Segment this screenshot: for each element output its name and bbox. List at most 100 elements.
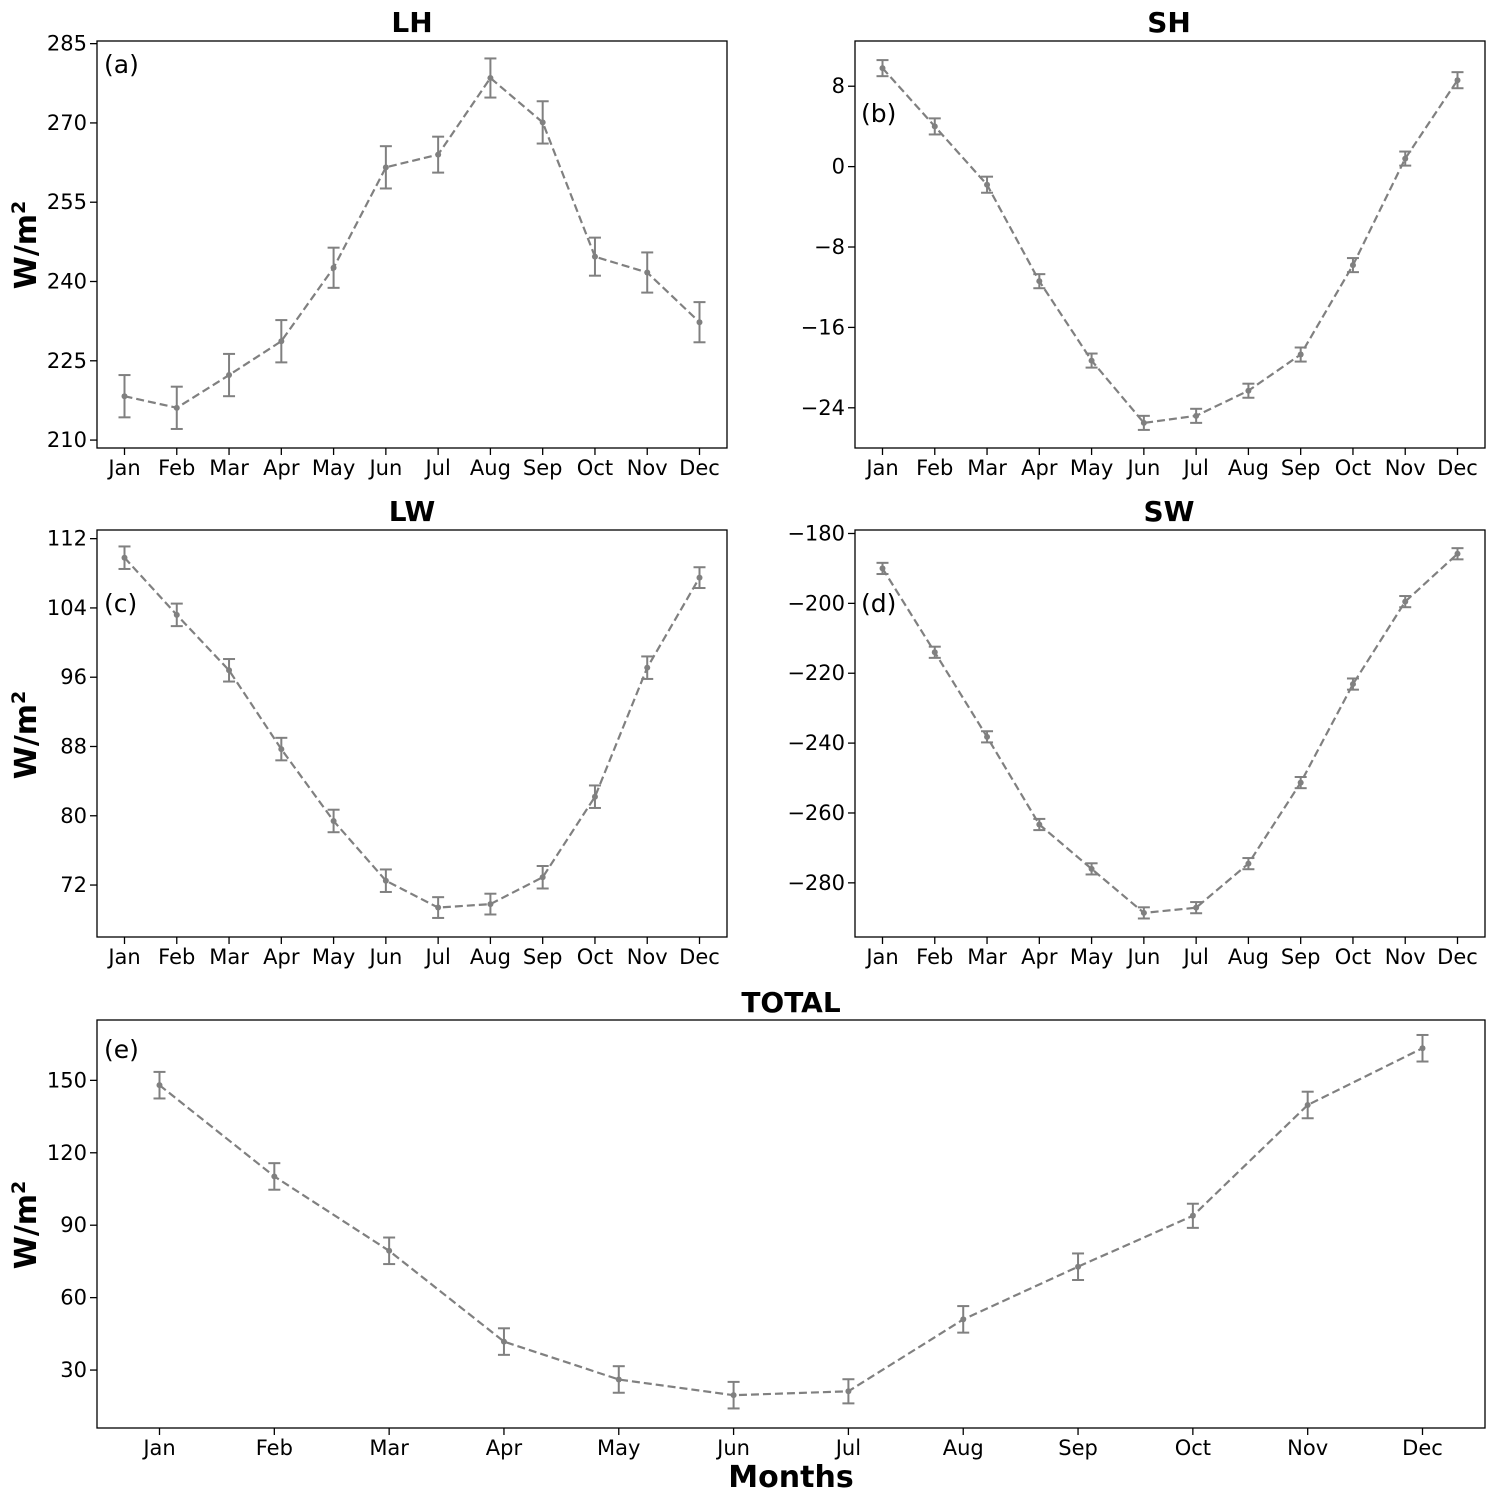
x-tick-label: Jun xyxy=(1125,456,1160,480)
x-tick-label: Feb xyxy=(158,945,195,969)
data-point xyxy=(500,1338,507,1345)
y-tick-label: −8 xyxy=(814,235,845,259)
panel-lw: LW (c) W/m2 72 80 88 96 104 112 Jan Feb Mar Apr Ma… xyxy=(8,495,728,969)
data-point xyxy=(1454,550,1461,557)
data-point xyxy=(278,338,285,345)
x-tick-label: Mar xyxy=(369,1436,409,1460)
x-tick-label: Feb xyxy=(158,456,195,480)
x-tick-label: Jan xyxy=(864,945,898,969)
y-tick-label: 90 xyxy=(60,1213,87,1237)
x-tick-label: Oct xyxy=(1335,456,1371,480)
data-point xyxy=(879,65,886,72)
data-point xyxy=(644,269,651,276)
y-axis-label-base: W/m xyxy=(9,214,44,289)
x-tick-label: Apr xyxy=(1021,945,1058,969)
x-tick-label: Sep xyxy=(523,456,563,480)
x-tick-label: Sep xyxy=(1281,945,1321,969)
data-point xyxy=(1075,1263,1082,1270)
x-tick-label: Oct xyxy=(577,456,613,480)
x-tick-label: Sep xyxy=(1058,1436,1098,1460)
x-tick-label: Jul xyxy=(834,1436,861,1460)
x-tick-label: Feb xyxy=(916,945,953,969)
x-tick-label: May xyxy=(1070,945,1113,969)
axes-frame-sw xyxy=(854,529,1486,938)
panel-label-d: (d) xyxy=(861,589,896,618)
x-axis-label-months: Months xyxy=(728,1460,853,1495)
y-tick-label: 225 xyxy=(47,349,87,373)
x-tick-label: Nov xyxy=(627,945,668,969)
data-point xyxy=(1419,1045,1426,1052)
x-tick-label: Oct xyxy=(1175,1436,1211,1460)
data-point xyxy=(1088,357,1095,364)
y-tick-label: −180 xyxy=(787,521,845,545)
x-tick-label: Nov xyxy=(1385,456,1426,480)
y-tick-label: 104 xyxy=(47,596,87,620)
x-tick-label: Sep xyxy=(1281,456,1321,480)
data-point xyxy=(1036,278,1043,285)
y-tick-label: 60 xyxy=(60,1286,87,1310)
data-point xyxy=(386,1247,393,1254)
x-tick-label: Aug xyxy=(470,945,511,969)
x-tick-label: Jun xyxy=(715,1436,750,1460)
x-tick-label: Jul xyxy=(1181,945,1208,969)
y-axis-label-lh: W/m2 xyxy=(8,201,44,290)
data-point xyxy=(1245,387,1252,394)
data-point xyxy=(931,123,938,130)
y-tick-label: 96 xyxy=(60,665,87,689)
data-point xyxy=(1140,909,1147,916)
x-tick-label: Mar xyxy=(967,456,1007,480)
x-tick-label: Sep xyxy=(523,945,563,969)
x-tick-label: Mar xyxy=(209,456,249,480)
data-point xyxy=(121,554,128,561)
data-point xyxy=(696,319,703,326)
data-point xyxy=(271,1173,278,1180)
data-point xyxy=(226,372,233,379)
data-point xyxy=(121,393,128,400)
data-point xyxy=(1036,821,1043,828)
panel-label-e: (e) xyxy=(104,1035,139,1064)
y-axis-label-superscript: 2 xyxy=(8,691,30,704)
data-point xyxy=(730,1392,737,1399)
x-tick-label: Apr xyxy=(1021,456,1058,480)
x-tick-label: Apr xyxy=(486,1436,523,1460)
y-axis-label-total: W/m2 xyxy=(8,1181,44,1270)
x-tick-label: Dec xyxy=(1437,456,1478,480)
y-tick-label: 88 xyxy=(60,734,87,758)
panel-label-b: (b) xyxy=(861,99,896,128)
data-point xyxy=(1297,351,1304,358)
data-point xyxy=(173,611,180,618)
y-axis-label-lw: W/m2 xyxy=(8,691,44,780)
series-line xyxy=(124,76,701,409)
chart-title-sh: SH xyxy=(1147,6,1191,39)
y-tick-label: 112 xyxy=(47,527,87,551)
data-point xyxy=(845,1388,852,1395)
axes-frame-lw xyxy=(96,529,728,938)
x-tick-label: Mar xyxy=(967,945,1007,969)
data-point xyxy=(330,817,337,824)
data-point xyxy=(173,404,180,411)
data-point xyxy=(1245,860,1252,867)
series-line xyxy=(123,556,701,909)
y-tick-label: −260 xyxy=(787,801,845,825)
x-tick-label: May xyxy=(312,945,355,969)
x-tick-label: May xyxy=(597,1436,640,1460)
data-point xyxy=(1304,1101,1311,1108)
chart-title-lh: LH xyxy=(391,6,432,39)
data-point xyxy=(615,1376,622,1383)
x-tick-label: Apr xyxy=(263,945,300,969)
chart-title-total: TOTAL xyxy=(741,986,840,1019)
x-tick-label: Aug xyxy=(1228,456,1269,480)
y-axis-label-superscript: 2 xyxy=(8,1181,30,1194)
data-point xyxy=(1454,77,1461,84)
chart-title-sw: SW xyxy=(1143,495,1194,528)
y-tick-label: 240 xyxy=(47,270,87,294)
x-tick-label: Nov xyxy=(627,456,668,480)
x-tick-label: Oct xyxy=(1335,945,1371,969)
data-point xyxy=(539,874,546,881)
axes-frame-total xyxy=(96,1019,1486,1429)
x-tick-label: Aug xyxy=(1228,945,1269,969)
y-tick-label: −16 xyxy=(801,315,845,339)
panel-label-a: (a) xyxy=(104,50,139,79)
